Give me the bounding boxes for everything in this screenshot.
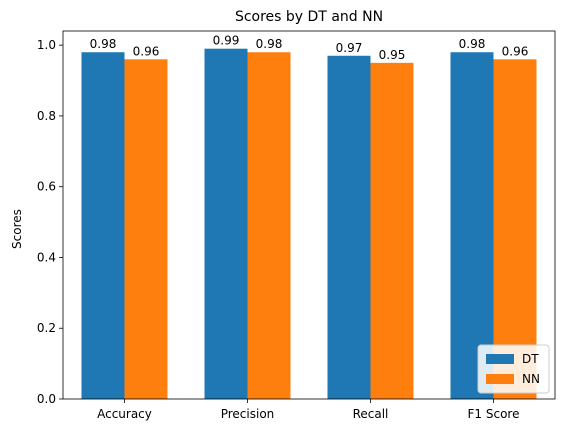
legend-label-dt: DT [522, 352, 539, 366]
data-label: 0.96 [502, 44, 529, 58]
data-label: 0.98 [256, 37, 283, 51]
legend-swatch-nn [486, 374, 514, 384]
data-label: 0.97 [336, 41, 363, 55]
bar-nn-precision [248, 52, 291, 399]
y-tick-label: 0.2 [37, 321, 56, 335]
bar-nn-accuracy [125, 59, 168, 399]
data-label: 0.96 [133, 44, 160, 58]
y-axis-label: Scores [10, 209, 24, 249]
data-label: 0.98 [90, 37, 117, 51]
y-tick-label: 0.4 [37, 250, 56, 264]
y-tick-label: 1.0 [37, 38, 56, 52]
legend-label-nn: NN [522, 372, 540, 386]
data-label: 0.99 [213, 34, 240, 48]
y-tick-label: 0.0 [37, 392, 56, 406]
x-tick-label: Accuracy [97, 407, 152, 421]
legend: DT NN [478, 345, 549, 393]
data-label: 0.98 [459, 37, 486, 51]
bar-dt-precision [205, 49, 248, 399]
x-tick-label: F1 Score [468, 407, 520, 421]
bar-dt-accuracy [82, 52, 125, 399]
bar-nn-recall [371, 63, 414, 399]
bars-group [82, 49, 537, 399]
legend-swatch-dt [486, 354, 514, 364]
x-tick-label: Recall [353, 407, 389, 421]
bar-dt-recall [328, 56, 371, 399]
y-tick-label: 0.8 [37, 109, 56, 123]
data-label: 0.95 [379, 48, 406, 62]
chart-title: Scores by DT and NN [235, 9, 383, 25]
y-tick-label: 0.6 [37, 180, 56, 194]
x-tick-label: Precision [221, 407, 275, 421]
